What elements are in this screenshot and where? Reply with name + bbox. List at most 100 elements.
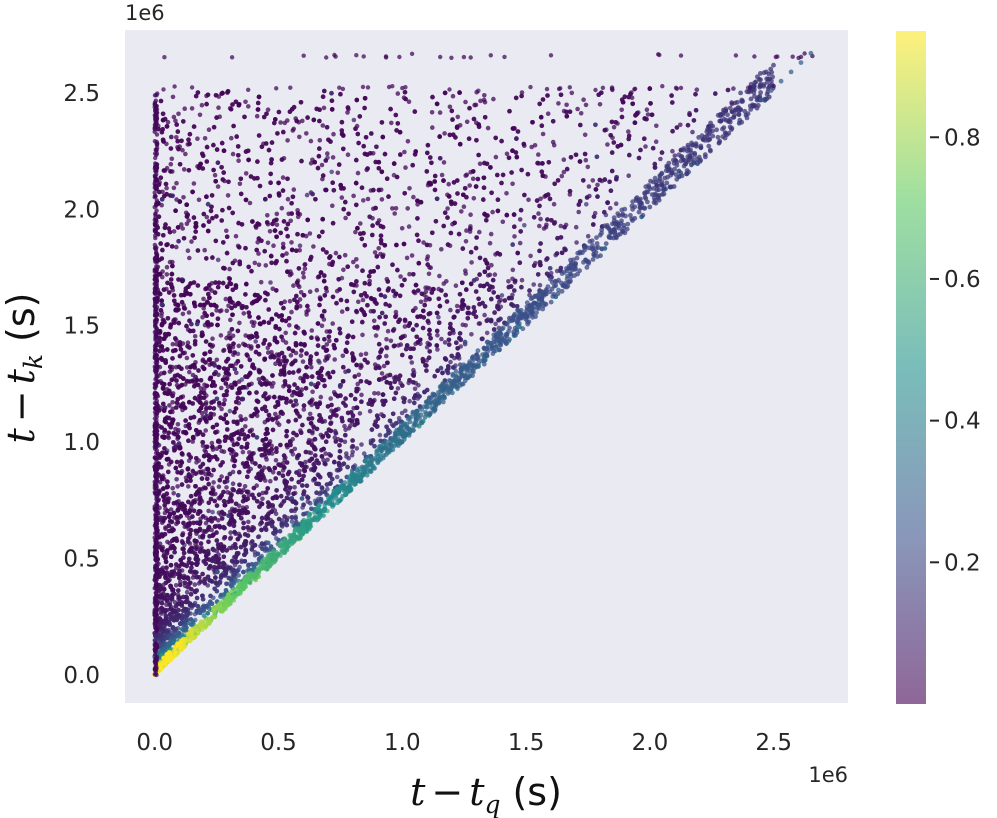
- scatter-point: [219, 165, 224, 170]
- scatter-point: [212, 172, 218, 178]
- scatter-point: [247, 200, 253, 206]
- scatter-point: [354, 446, 360, 451]
- scatter-point: [322, 308, 327, 314]
- plot-background: [125, 30, 848, 703]
- scatter-point: [354, 257, 359, 262]
- scatter-point: [519, 90, 525, 95]
- scatter-point: [373, 333, 379, 338]
- scatter-point: [329, 169, 335, 175]
- scatter-point: [168, 507, 174, 512]
- scatter-point: [468, 212, 473, 217]
- scatter-point: [376, 391, 381, 396]
- scatter-point: [389, 120, 394, 126]
- scatter-point: [214, 357, 220, 363]
- scatter-point: [406, 224, 412, 229]
- scatter-point: [387, 418, 393, 424]
- scatter-point: [265, 213, 270, 218]
- scatter-point: [341, 267, 346, 273]
- scatter-point: [269, 349, 274, 355]
- scatter-point: [185, 340, 191, 346]
- scatter-point: [608, 188, 614, 193]
- scatter-point: [605, 142, 610, 147]
- scatter-point: [437, 273, 442, 279]
- scatter-point: [532, 143, 538, 148]
- scatter-point: [324, 342, 330, 347]
- scatter-point: [219, 448, 224, 454]
- scatter-point: [309, 364, 314, 370]
- scatter-point: [295, 385, 300, 391]
- scatter-point: [527, 292, 532, 298]
- scatter-point: [537, 223, 542, 229]
- scatter-point: [289, 240, 294, 245]
- scatter-point: [202, 576, 207, 582]
- scatter-point: [437, 110, 443, 115]
- scatter-point: [430, 125, 435, 130]
- scatter-point: [300, 270, 306, 276]
- scatter-point: [201, 306, 206, 311]
- scatter-point: [199, 545, 204, 550]
- scatter-point: [209, 440, 215, 446]
- scatter-point: [381, 363, 387, 369]
- scatter-point: [305, 499, 311, 504]
- scatter-point: [230, 151, 236, 157]
- scatter-point: [371, 318, 377, 324]
- scatter-point: [455, 114, 461, 120]
- scatter-point: [287, 298, 293, 304]
- scatter-point: [287, 322, 292, 328]
- scatter-point: [180, 147, 185, 153]
- scatter-point: [195, 136, 200, 141]
- scatter-point: [229, 135, 234, 141]
- scatter-point: [200, 440, 205, 445]
- scatter-point: [289, 309, 294, 315]
- scatter-point: [237, 181, 243, 187]
- scatter-point: [487, 272, 493, 278]
- scatter-point: [224, 485, 229, 490]
- scatter-point: [537, 282, 543, 288]
- scatter-point: [288, 353, 294, 358]
- scatter-point: [192, 334, 198, 339]
- scatter-point: [517, 217, 523, 222]
- scatter-point: [550, 139, 556, 145]
- scatter-point: [227, 408, 233, 414]
- scatter-point: [185, 248, 191, 253]
- scatter-point: [474, 89, 480, 95]
- scatter-point: [578, 111, 584, 116]
- scatter-point: [243, 416, 248, 422]
- scatter-point: [216, 518, 221, 523]
- scatter-point: [729, 100, 734, 105]
- scatter-point: [467, 183, 473, 188]
- scatter-point: [176, 111, 181, 117]
- scatter-point: [189, 106, 195, 111]
- scatter-point: [342, 423, 347, 429]
- scatter-point: [163, 526, 168, 531]
- scatter-point: [517, 240, 523, 246]
- scatter-point: [243, 99, 248, 105]
- scatter-point: [243, 424, 248, 429]
- scatter-point: [441, 160, 447, 165]
- scatter-point: [288, 399, 294, 404]
- scatter-point: [206, 127, 212, 132]
- scatter-point: [429, 110, 435, 115]
- scatter-point: [581, 97, 586, 102]
- scatter-point: [210, 336, 215, 342]
- scatter-point: [227, 330, 232, 336]
- scatter-point: [561, 169, 567, 175]
- scatter-point: [407, 398, 413, 404]
- scatter-point: [246, 104, 251, 109]
- scatter-point: [439, 172, 445, 178]
- scatter-point: [359, 363, 364, 369]
- scatter-point: [379, 371, 385, 376]
- scatter-point: [233, 233, 239, 239]
- scatter-point: [457, 292, 463, 297]
- scatter-point: [399, 410, 405, 416]
- scatter-point: [289, 271, 294, 277]
- scatter-point: [402, 149, 407, 155]
- scatter-point: [349, 452, 355, 458]
- scatter-point: [558, 223, 564, 229]
- scatter-point: [427, 286, 433, 291]
- scatter-point: [229, 545, 235, 551]
- scatter-point: [404, 255, 410, 261]
- scatter-point: [359, 392, 364, 398]
- scatter-point: [424, 256, 430, 262]
- scatter-point: [186, 484, 191, 489]
